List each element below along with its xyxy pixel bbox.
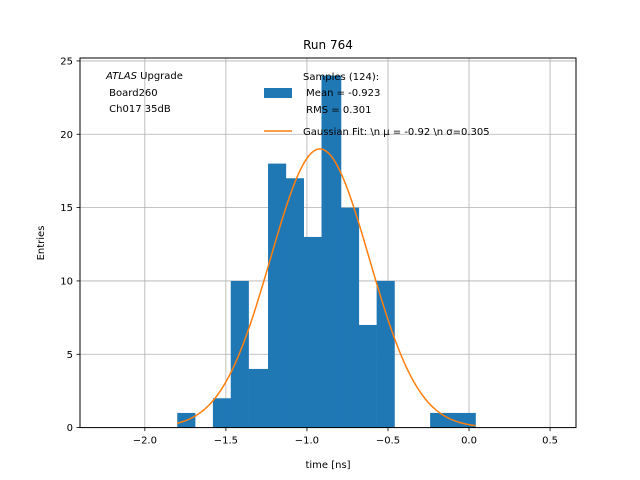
y-tick-label: 20 xyxy=(60,130,73,141)
histogram-bar xyxy=(285,178,304,428)
y-tick-label: 15 xyxy=(60,203,73,214)
gaussian-fit-curve xyxy=(177,148,476,427)
atlas-annotation: ATLAS Upgrade Board260 Ch017 35dB xyxy=(105,71,183,115)
y-axis-label: Entries xyxy=(36,226,47,261)
legend-samples-label-1: Samples (124): xyxy=(303,72,379,83)
x-tick-label: −1.5 xyxy=(214,436,238,447)
x-tick-label: −1.0 xyxy=(295,436,319,447)
histogram-bar xyxy=(430,412,450,428)
histogram-bar xyxy=(212,398,232,428)
y-tick-label: 5 xyxy=(67,350,73,361)
x-tick-label: 0.0 xyxy=(461,436,477,447)
y-axis-ticks: 0 5 10 15 20 25 xyxy=(60,56,80,434)
y-tick-label: 25 xyxy=(60,56,73,67)
annotation-atlas: ATLAS xyxy=(105,71,138,82)
legend-samples-label-2: Mean = -0.923 xyxy=(303,88,380,99)
y-tick-label: 0 xyxy=(67,423,73,434)
annotation-upgrade: Upgrade xyxy=(137,71,183,82)
legend-samples-swatch xyxy=(264,88,292,98)
histogram-bar xyxy=(376,280,395,428)
chart-title: Run 764 xyxy=(303,38,353,52)
histogram-bar xyxy=(268,163,287,428)
histogram-bar xyxy=(248,368,269,428)
histogram-bar xyxy=(340,207,360,428)
y-tick-label: 10 xyxy=(60,276,73,287)
x-tick-label: −0.5 xyxy=(376,436,400,447)
histogram-bar xyxy=(358,324,377,428)
x-tick-label: −2.0 xyxy=(133,436,157,447)
histogram-bar xyxy=(467,412,476,428)
legend-fit-label: Gaussian Fit: \n μ = -0.92 \n σ=0.305 xyxy=(303,127,490,138)
annotation-line-1: ATLAS Upgrade xyxy=(105,71,183,82)
gaussian-fit-line xyxy=(177,148,476,427)
x-tick-label: 0.5 xyxy=(542,436,558,447)
x-axis-ticks: −2.0 −1.5 −1.0 −0.5 0.0 0.5 xyxy=(133,427,558,447)
plot-frame xyxy=(79,57,577,429)
legend: Samples (124): Mean = -0.923 RMS = 0.301… xyxy=(264,72,490,138)
legend-samples-label-3: RMS = 0.301 xyxy=(303,105,371,116)
annotation-line-2: Board260 xyxy=(106,88,158,99)
annotation-line-3: Ch017 35dB xyxy=(106,104,171,115)
x-axis-label: time [ns] xyxy=(305,460,350,471)
histogram-bar xyxy=(303,236,322,428)
histogram-bars xyxy=(177,75,476,428)
